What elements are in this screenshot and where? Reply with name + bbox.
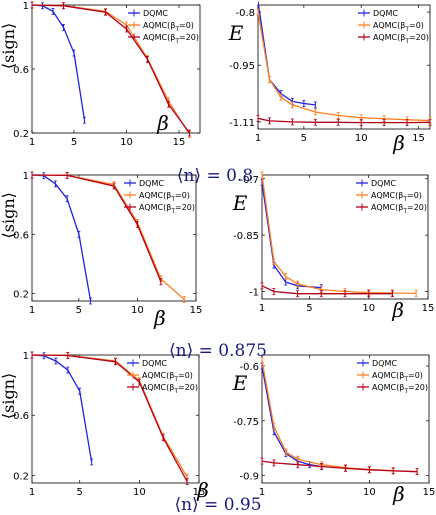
x-tick-label: 5 [77,487,83,498]
y-tick-label: -0.85 [233,231,259,242]
x-tick-label: 1 [259,303,265,314]
panels: 1 5 10 150.20.61DQMCAQMC(βT=0)AQMC(βT=20)⟨s… [0,1,435,506]
y-axis-label: ⟨sign⟩ [0,373,18,419]
y-axis-label: E [232,371,248,395]
legend-label-aqmc-b20: AQMC(βT=20) [373,33,429,45]
x-axis-label: β [391,298,404,322]
legend-label-dqmc: DQMC [372,359,397,368]
y-tick-label: 0.6 [13,230,29,241]
x-tick-label: 1 [29,487,35,498]
x-tick-label: 5 [301,133,307,144]
row-label-2: ⟨n⟩ = 0.95 [174,495,261,515]
panel-2-1: 1 5 10 15-0.9-0.75-0.6 DQMCAQMC(βT=0)AQMC(βT… [232,354,436,506]
y-tick-label: 1 [23,171,29,182]
row-label-0: ⟨n⟩ = 0.8 [177,166,253,186]
y-tick-label: 0.2 [13,129,29,140]
x-axis-label: β [392,131,405,155]
legend-label-aqmc-b0: AQMC(βT=0) [139,191,190,203]
x-tick-label: 10 [355,133,368,144]
x-tick-label: 5 [306,303,312,314]
x-tick-label: 10 [363,487,376,498]
series-line-dqmc [262,365,322,468]
axes-frame [31,354,200,484]
x-tick-label: 1 [255,133,261,144]
x-tick-label: 15 [423,487,436,498]
x-tick-label: 10 [120,137,133,148]
x-tick-label: 15 [190,305,203,316]
x-axis-label: β [392,482,405,506]
x-tick-label: 10 [362,303,375,314]
series-line-dqmc [32,354,93,463]
legend-label-aqmc-b20: AQMC(βT=20) [371,203,427,215]
x-tick-label: 15 [173,137,186,148]
y-axis-label: ⟨sign⟩ [0,192,18,238]
row-label-1: ⟨n⟩ = 0.875 [169,341,267,361]
legend-label-aqmc-b20: AQMC(βT=20) [139,203,195,215]
axes-frame [261,174,429,300]
y-tick-label: -0.9 [239,472,259,483]
x-tick-label: 10 [133,487,146,498]
panel-0-0: 1 5 10 150.20.61DQMCAQMC(βT=0)AQMC(βT=20)⟨s… [0,1,201,148]
series-line-aqmc-b20 [32,354,188,482]
x-tick-label: 5 [76,305,82,316]
y-tick-label: -0.6 [239,362,259,373]
axes-frame [257,4,431,130]
y-tick-label: 0.2 [13,290,29,301]
panel-0-1: 1 5 10 15-1.11-0.95-0.8 DQMCAQMC(βT=0)AQMC(β… [228,1,432,155]
legend-label-aqmc-b0: AQMC(βT=0) [371,191,422,203]
x-axis-label: β [196,478,209,502]
series-line-dqmc [32,4,86,121]
y-axis-label: E [232,191,248,215]
y-axis-label: ⟨sign⟩ [0,23,18,69]
panel-2-0: 1 5 10 150.20.61DQMCAQMC(βT=0)AQMC(βT=20)⟨s… [0,351,209,502]
legend-label-aqmc-b20: AQMC(βT=20) [372,383,428,395]
series-line-dqmc [32,174,92,301]
x-tick-label: 5 [71,137,77,148]
legend-label-aqmc-b0: AQMC(βT=0) [142,371,193,383]
y-tick-label: 0.6 [13,65,29,76]
y-tick-label: -0.7 [239,175,259,186]
legend-label-dqmc: DQMC [143,9,168,18]
x-tick-label: 15 [412,133,425,144]
y-tick-label: -1 [249,287,259,298]
x-tick-label: 15 [193,487,206,498]
series-line-aqmc-b20 [262,460,418,473]
legend-label-aqmc-b0: AQMC(βT=0) [372,371,423,383]
series-line-aqmc-b0 [258,11,430,122]
panel-1-0: 1 5 10 150.20.61DQMCAQMC(βT=0)AQMC(βT=20)⟨s… [0,171,202,330]
x-tick-label: 1 [259,487,265,498]
y-tick-label: -0.8 [235,8,255,19]
axes-frame [31,174,197,302]
legend-label-aqmc-b0: AQMC(βT=0) [143,21,194,33]
series-line-dqmc [258,1,316,106]
x-axis-label: β [156,111,169,135]
y-tick-label: 0.6 [13,411,29,422]
x-tick-label: 10 [131,305,144,316]
legend-label-aqmc-b20: AQMC(βT=20) [142,383,198,395]
y-tick-label: -0.75 [233,417,259,428]
y-axis-label: E [228,21,244,45]
legend-label-aqmc-b20: AQMC(βT=20) [143,33,199,45]
x-axis-label: β [153,306,166,330]
axes-frame [261,354,430,484]
panel-1-1: 1 5 10 15-1-0.85-0.7 DQMCAQMC(βT=0)AQMC(βT=2… [232,171,435,322]
y-tick-label: 0.2 [13,471,29,482]
legend-label-dqmc: DQMC [139,179,164,188]
y-tick-label: -1.11 [229,118,255,129]
legend-label-aqmc-b0: AQMC(βT=0) [373,21,424,33]
y-tick-label: 1 [23,351,29,362]
legend-label-dqmc: DQMC [142,359,167,368]
x-tick-label: 15 [422,303,435,314]
legend-label-dqmc: DQMC [371,179,396,188]
y-tick-label: 1 [23,1,29,12]
x-tick-label: 1 [29,137,35,148]
x-tick-label: 1 [29,305,35,316]
legend-label-dqmc: DQMC [373,9,398,18]
x-tick-label: 5 [307,487,313,498]
y-tick-label: -0.95 [229,61,255,72]
